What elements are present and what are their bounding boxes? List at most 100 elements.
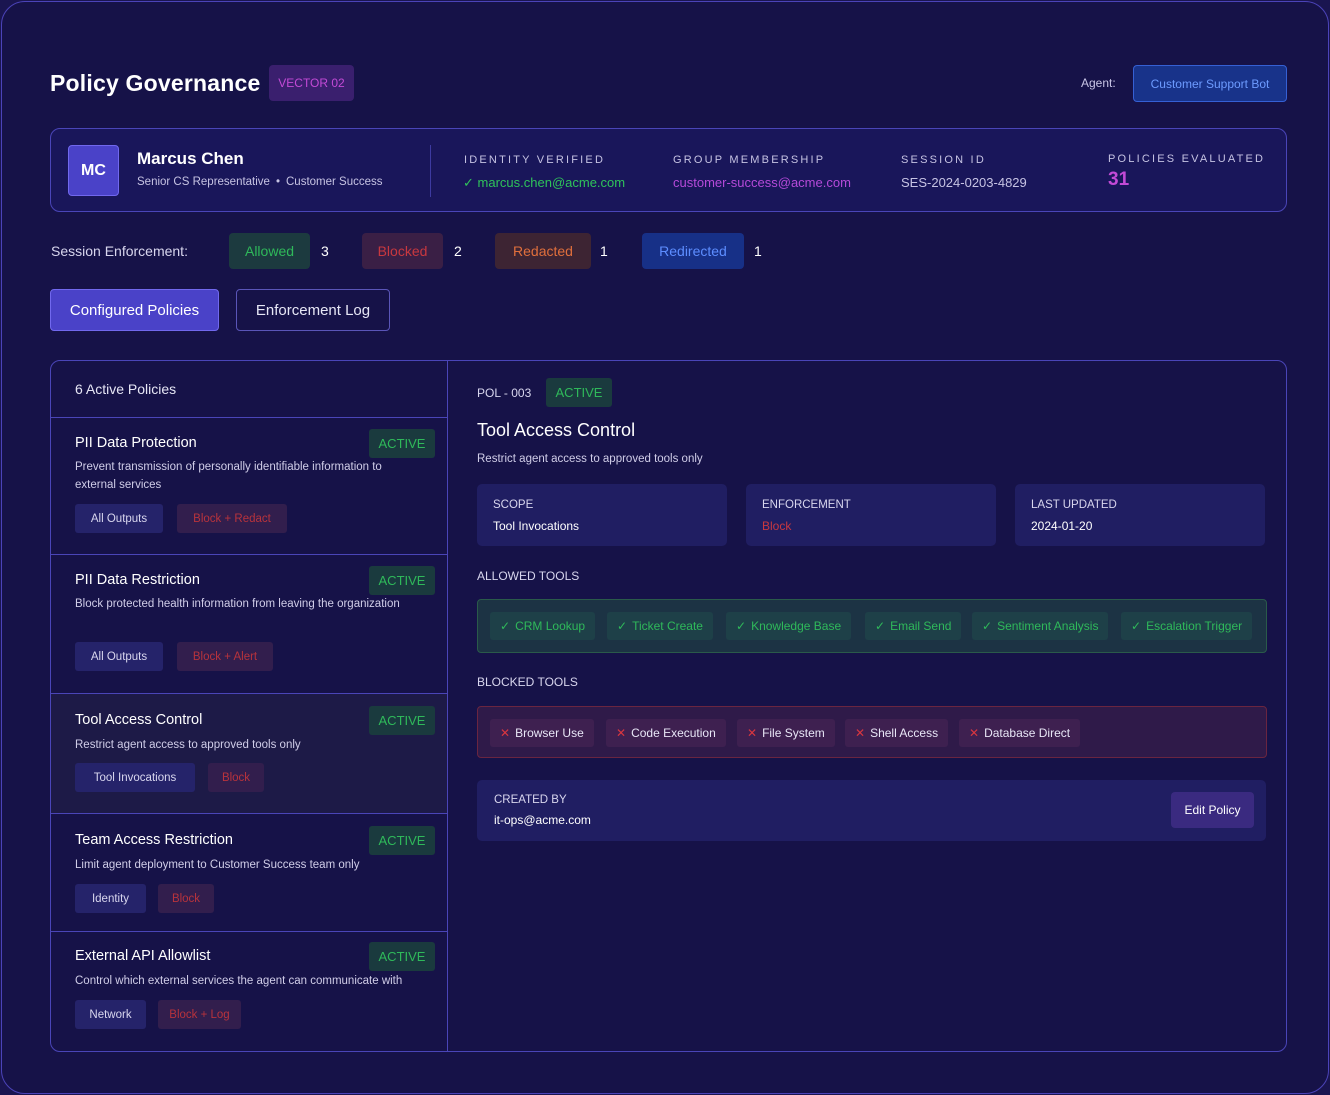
status-badge: ACTIVE (369, 429, 435, 458)
blocked-tools-list: ✕ Browser Use ✕ Code Execution ✕ File Syste… (477, 706, 1267, 758)
action-tag: Block + Log (158, 1000, 241, 1029)
policy-detail-title: Tool Access Control (477, 420, 636, 440)
blocked-tools-label: BLOCKED TOOLS (477, 675, 578, 689)
policy-description: Control which external services the agen… (75, 975, 403, 987)
active-policies-count: 6 Active Policies (75, 381, 177, 397)
group-membership-label: GROUP MEMBERSHIP (673, 154, 826, 166)
tool-name: Code Execution (631, 726, 716, 740)
tool-name: Shell Access (870, 726, 939, 740)
user-name: Marcus Chen (137, 149, 244, 168)
agent-label: Agent: (1081, 76, 1116, 90)
scope-tag: All Outputs (75, 642, 163, 671)
blocked-tool-chip: ✕ Code Execution (606, 719, 726, 747)
x-icon: ✕ (855, 726, 866, 740)
allowed-count: 3 (321, 243, 329, 259)
tool-name: Escalation Trigger (1146, 619, 1243, 633)
scope-tag: Identity (75, 884, 146, 913)
policy-title: External API Allowlist (75, 948, 211, 964)
policy-item[interactable]: PII Data Restriction ACTIVE Block protec… (51, 555, 447, 694)
identity-verified-value: ✓ marcus.chen@acme.com (463, 175, 625, 191)
policy-id: POL - 003 (477, 386, 532, 400)
agent-selector[interactable]: Customer Support Bot (1133, 65, 1287, 102)
allowed-tools-list: ✓ CRM Lookup ✓ Ticket Create ✓ Knowledge Ba… (477, 599, 1267, 653)
policy-status-badge: ACTIVE (546, 378, 612, 407)
policy-item[interactable]: PII Data Protection ACTIVE Prevent trans… (51, 418, 447, 555)
tool-name: Database Direct (984, 726, 1071, 740)
allowed-tool-chip: ✓ Sentiment Analysis (972, 612, 1109, 640)
enforcement-value: Block (762, 519, 792, 533)
policy-title: PII Data Protection (75, 435, 197, 451)
user-role-title: Senior CS Representative (137, 176, 270, 188)
policies-evaluated-label: POLICIES EVALUATED (1108, 153, 1266, 165)
allowed-badge: Allowed (229, 233, 310, 269)
separator-dot: • (275, 176, 280, 188)
last-updated-card: LAST UPDATED 2024-01-20 (1015, 484, 1265, 546)
action-tag: Block (158, 884, 214, 913)
policy-description: Prevent transmission of personally ident… (75, 461, 382, 491)
policy-item[interactable]: Team Access Restriction ACTIVE Limit age… (51, 814, 447, 932)
blocked-tool-chip: ✕ Database Direct (959, 719, 1081, 747)
policy-description: Restrict agent access to approved tools … (75, 739, 301, 751)
redacted-badge: Redacted (495, 233, 591, 269)
session-id-value: SES-2024-0203-4829 (901, 175, 1027, 190)
user-role: Senior CS Representative • Customer Succes… (137, 176, 383, 188)
allowed-tool-chip: ✓ Escalation Trigger (1121, 612, 1253, 640)
scope-tag: All Outputs (75, 504, 163, 533)
action-tag: Block + Redact (177, 504, 287, 533)
status-badge: ACTIVE (369, 706, 435, 735)
tool-name: CRM Lookup (515, 619, 586, 633)
edit-policy-button[interactable]: Edit Policy (1171, 792, 1254, 828)
policy-title: Team Access Restriction (75, 832, 233, 848)
allowed-tools-label: ALLOWED TOOLS (477, 569, 580, 583)
blocked-count: 2 (454, 243, 462, 259)
verified-email: marcus.chen@acme.com (477, 175, 626, 190)
tab-enforcement-log[interactable]: Enforcement Log (236, 289, 390, 331)
allowed-tool-chip: ✓ Ticket Create (607, 612, 713, 640)
policy-item-selected[interactable]: Tool Access Control ACTIVE Restrict agen… (51, 694, 447, 814)
session-enforcement-label: Session Enforcement: (51, 243, 188, 259)
check-icon: ✓ (736, 619, 747, 633)
x-icon: ✕ (616, 726, 627, 740)
check-icon: ✓ (617, 619, 628, 633)
status-badge: ACTIVE (369, 566, 435, 595)
last-updated-label: LAST UPDATED (1031, 499, 1117, 511)
policy-detail-description: Restrict agent access to approved tools … (477, 453, 703, 465)
scope-tag: Network (75, 1000, 146, 1029)
redirected-badge: Redirected (642, 233, 744, 269)
blocked-tool-chip: ✕ File System (737, 719, 835, 747)
status-badge: ACTIVE (369, 942, 435, 971)
tool-name: Browser Use (515, 726, 584, 740)
action-tag: Block (208, 763, 264, 792)
identity-verified-label: IDENTITY VERIFIED (464, 154, 606, 166)
x-icon: ✕ (969, 726, 980, 740)
policy-description: Limit agent deployment to Customer Succe… (75, 859, 360, 871)
created-by-value: it-ops@acme.com (494, 813, 591, 827)
scope-card: SCOPE Tool Invocations (477, 484, 727, 546)
scope-label: SCOPE (493, 499, 534, 511)
redirected-count: 1 (754, 243, 762, 259)
policies-panel: 6 Active Policies PII Data Protection AC… (50, 360, 1287, 1052)
scope-value: Tool Invocations (493, 519, 580, 533)
policy-list-header: 6 Active Policies (51, 361, 447, 418)
tool-name: Ticket Create (632, 619, 703, 633)
check-icon: ✓ (500, 619, 511, 633)
check-icon: ✓ (982, 619, 993, 633)
avatar: MC (68, 145, 119, 196)
check-icon: ✓ (875, 619, 886, 633)
tool-name: Sentiment Analysis (997, 619, 1099, 633)
tool-name: Email Send (890, 619, 952, 633)
policy-title: PII Data Restriction (75, 572, 200, 588)
allowed-tool-chip: ✓ Email Send (865, 612, 962, 640)
policy-item[interactable]: External API Allowlist ACTIVE Control wh… (51, 932, 447, 1051)
blocked-badge: Blocked (362, 233, 443, 269)
policies-evaluated-count: 31 (1108, 169, 1130, 190)
enforcement-card: ENFORCEMENT Block (746, 484, 996, 546)
user-team: Customer Success (286, 176, 383, 188)
tab-configured-policies[interactable]: Configured Policies (50, 289, 219, 331)
divider (430, 145, 431, 197)
allowed-tool-chip: ✓ Knowledge Base (726, 612, 852, 640)
status-badge: ACTIVE (369, 826, 435, 855)
session-id-label: SESSION ID (901, 154, 986, 166)
x-icon: ✕ (747, 726, 758, 740)
